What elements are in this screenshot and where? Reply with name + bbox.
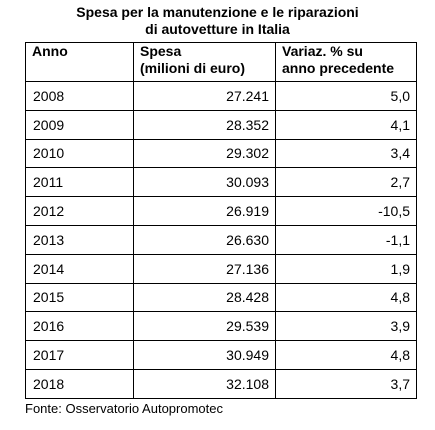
table-row: 2017 30.949 4,8: [25, 340, 417, 370]
header-spending-line-1: Spesa: [140, 43, 182, 59]
change-cell: 1,9: [275, 253, 417, 284]
header-row: Anno Spesa (milioni di euro) Variaz. % s…: [25, 42, 417, 82]
header-change-line-2: anno precedente: [282, 60, 395, 76]
table-body: 2008 27.241 5,0 2009 28.352 4,1 2010 29.302 3,4 2…: [25, 81, 417, 399]
header-year: Anno: [25, 42, 134, 82]
change-cell: -10,5: [275, 196, 417, 226]
spending-cell: 27.241: [133, 81, 276, 111]
spending-cell: 28.428: [133, 282, 276, 313]
table-row: 2014 27.136 1,9: [25, 253, 417, 284]
spending-cell: 30.093: [133, 167, 276, 198]
data-table: Anno Spesa (milioni di euro) Variaz. % s…: [25, 42, 417, 399]
chart-title-line-2: di autovetture in Italia: [145, 21, 290, 37]
change-cell: 3,9: [275, 311, 417, 342]
chart-title-line-1: Spesa per la manutenzione e le riparazio…: [76, 4, 359, 20]
year-cell: 2008: [25, 81, 134, 111]
spending-cell: 26.919: [133, 196, 276, 226]
header-year-line-1: Anno: [32, 43, 68, 59]
change-cell: 4,1: [275, 109, 417, 140]
chart-title: Spesa per la manutenzione e le riparazio…: [0, 4, 435, 38]
table-row: 2012 26.919 -10,5: [25, 196, 417, 226]
header-spending: Spesa (milioni di euro): [133, 42, 276, 82]
year-cell: 2015: [25, 282, 134, 313]
spending-cell: 27.136: [133, 253, 276, 284]
change-cell: 4,8: [275, 282, 417, 313]
table-row: 2016 29.539 3,9: [25, 311, 417, 342]
year-cell: 2009: [25, 109, 134, 140]
table-row: 2013 26.630 -1,1: [25, 224, 417, 255]
table-row: 2010 29.302 3,4: [25, 138, 417, 169]
year-cell: 2012: [25, 196, 134, 226]
spending-cell: 26.630: [133, 224, 276, 255]
change-cell: 3,4: [275, 138, 417, 169]
change-cell: 5,0: [275, 81, 417, 111]
source-note: Fonte: Osservatorio Autopromotec: [25, 401, 223, 416]
year-cell: 2014: [25, 253, 134, 284]
change-cell: -1,1: [275, 224, 417, 255]
change-cell: 4,8: [275, 340, 417, 370]
change-cell: 3,7: [275, 368, 417, 399]
year-cell: 2010: [25, 138, 134, 169]
table-row: 2008 27.241 5,0: [25, 81, 417, 111]
header-spending-line-2: (milioni di euro): [140, 60, 245, 76]
year-cell: 2016: [25, 311, 134, 342]
spending-cell: 30.949: [133, 340, 276, 370]
table-row: 2015 28.428 4,8: [25, 282, 417, 313]
change-cell: 2,7: [275, 167, 417, 198]
header-change: Variaz. % su anno precedente: [275, 42, 417, 82]
year-cell: 2017: [25, 340, 134, 370]
table-row: 2018 32.108 3,7: [25, 368, 417, 399]
spending-cell: 32.108: [133, 368, 276, 399]
year-cell: 2013: [25, 224, 134, 255]
spending-cell: 29.539: [133, 311, 276, 342]
year-cell: 2011: [25, 167, 134, 198]
table-row: 2011 30.093 2,7: [25, 167, 417, 198]
year-cell: 2018: [25, 368, 134, 399]
spending-cell: 29.302: [133, 138, 276, 169]
header-change-line-1: Variaz. % su: [282, 43, 363, 59]
spending-cell: 28.352: [133, 109, 276, 140]
table-row: 2009 28.352 4,1: [25, 109, 417, 140]
